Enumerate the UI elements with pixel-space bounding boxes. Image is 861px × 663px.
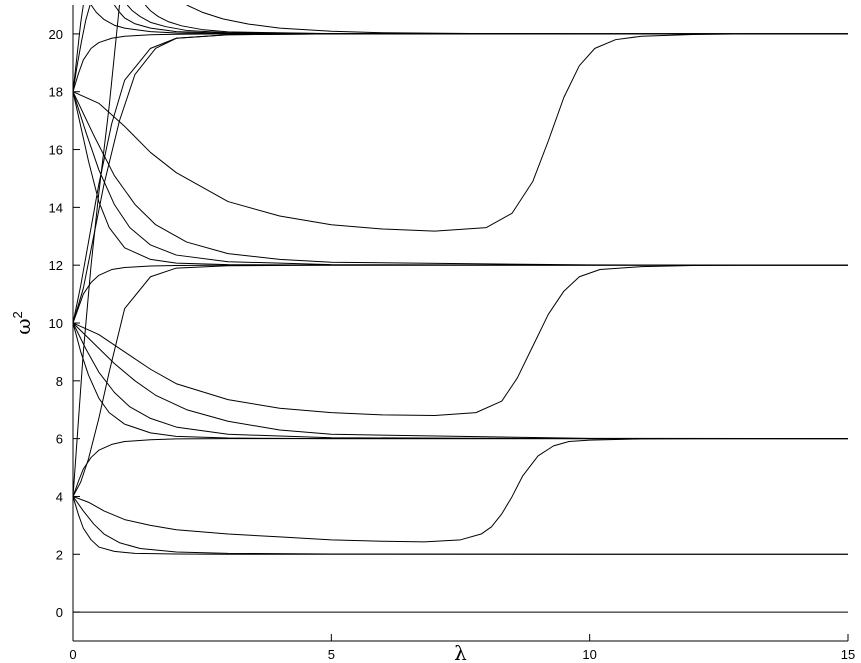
series-line-13 (73, 91, 848, 266)
series-line-2 (73, 496, 848, 555)
series-line-9 (73, 264, 848, 417)
y-tick-label-0: 0 (56, 605, 63, 620)
series-line-18 (73, 33, 848, 324)
series-line-16 (73, 33, 848, 92)
series-line-4 (73, 438, 848, 497)
x-tick-label-0: 0 (69, 647, 76, 662)
series-line-19 (73, 5, 84, 92)
y-tick-label-4: 4 (56, 489, 63, 504)
axes-group: 0 5 10 15 0 2 4 6 8 10 12 14 16 18 20 (49, 5, 855, 662)
y-tick-label-20: 20 (49, 27, 63, 42)
y-tick-label-10: 10 (49, 316, 63, 331)
series-line-7 (73, 322, 848, 440)
series-line-5 (73, 5, 120, 497)
y-tick-label-6: 6 (56, 432, 63, 447)
y-tick-label-8: 8 (56, 374, 63, 389)
series-line-8 (73, 322, 848, 440)
series-line-23 (126, 5, 848, 35)
series-line-1 (73, 496, 848, 555)
series-line-12 (73, 91, 848, 266)
series-line-10 (73, 264, 848, 324)
series-line-11 (73, 264, 848, 497)
y-tick-label-16: 16 (49, 143, 63, 158)
x-tick-label-15: 15 (841, 647, 855, 662)
curves-group (73, 5, 848, 613)
series-line-24 (144, 5, 848, 35)
series-line-3 (73, 438, 848, 543)
x-axis-label: λ (454, 641, 467, 663)
y-tick-label-2: 2 (56, 547, 63, 562)
series-line-14 (73, 91, 848, 266)
y-tick-label-18: 18 (49, 85, 63, 100)
y-tick-label-14: 14 (49, 200, 63, 215)
y-axis-label-superscript: 2 (10, 311, 25, 318)
series-line-17 (73, 33, 848, 324)
series-line-6 (73, 322, 848, 440)
y-axis-label-base: ω (11, 318, 35, 334)
y-axis-label: ω2 (10, 311, 35, 335)
y-tick-label-12: 12 (49, 258, 63, 273)
series-line-15 (73, 33, 848, 232)
series-line-25 (186, 5, 848, 35)
x-tick-label-5: 5 (328, 647, 335, 662)
x-tick-label-10: 10 (582, 647, 596, 662)
series-line-20 (73, 5, 91, 92)
